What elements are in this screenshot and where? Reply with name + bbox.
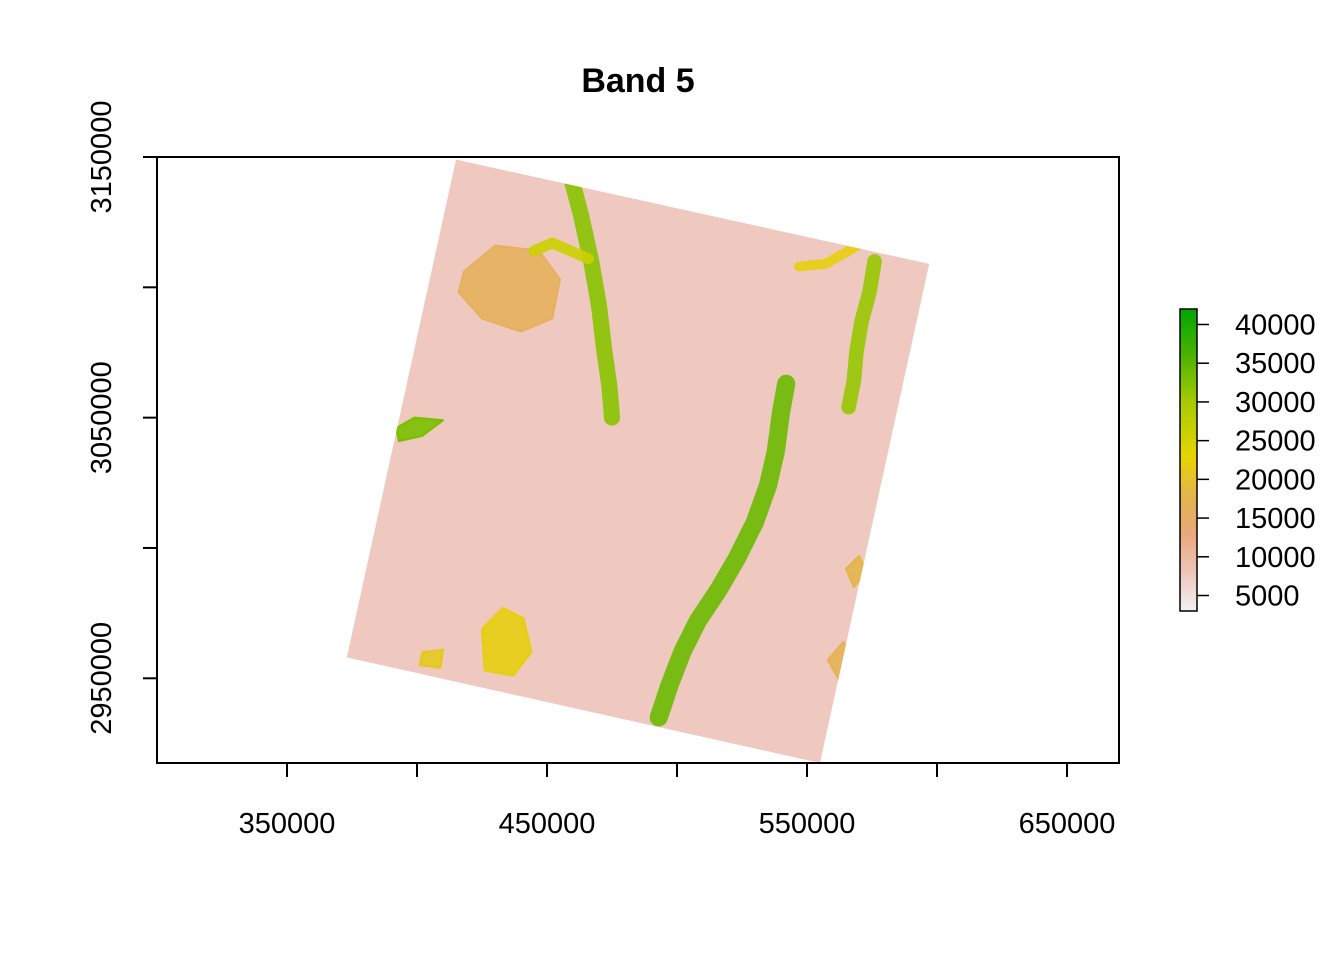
legend-tick-label: 25000 [1235,426,1316,458]
legend-ticks: 5000 10000 15000 20000 25000 30000 35000 40000 [1197,309,1316,613]
legend-tick-label: 5000 [1235,581,1300,613]
raster-feature-0 [457,244,561,333]
legend-tick-label: 10000 [1235,542,1316,574]
raster-feature-2 [528,237,595,265]
legend-tick-label: 30000 [1235,387,1316,419]
legend-color-bar [1179,308,1198,612]
x-tick-label: 550000 [759,808,856,840]
legend-tick-label: 20000 [1235,464,1316,496]
color-legend: 5000 10000 15000 20000 25000 30000 35000 40000 [1179,308,1316,613]
y-tick-label: 3150000 [86,101,118,214]
y-tick-label: 2950000 [86,622,118,735]
raster-layer [346,159,930,764]
y-tick-label: 3050000 [86,361,118,474]
x-axis: 350000 450000 550000 650000 [239,762,1116,840]
y-axis: 2950000 3050000 3150000 [86,101,158,735]
raster-feature-8 [395,416,444,443]
legend-tick-label: 35000 [1235,348,1316,380]
legend-tick-label: 15000 [1235,503,1316,535]
x-tick-label: 450000 [499,808,596,840]
raster-feature-3 [649,374,796,727]
raster-features [395,167,882,727]
raster-feature-1 [562,167,621,426]
chart-title: Band 5 [581,62,694,100]
x-tick-label: 350000 [239,808,336,840]
raster-feature-6 [481,606,533,677]
x-tick-label: 650000 [1019,808,1116,840]
raster-feature-4 [841,253,882,415]
raster-feature-7 [418,648,444,669]
legend-tick-label: 40000 [1235,309,1316,341]
